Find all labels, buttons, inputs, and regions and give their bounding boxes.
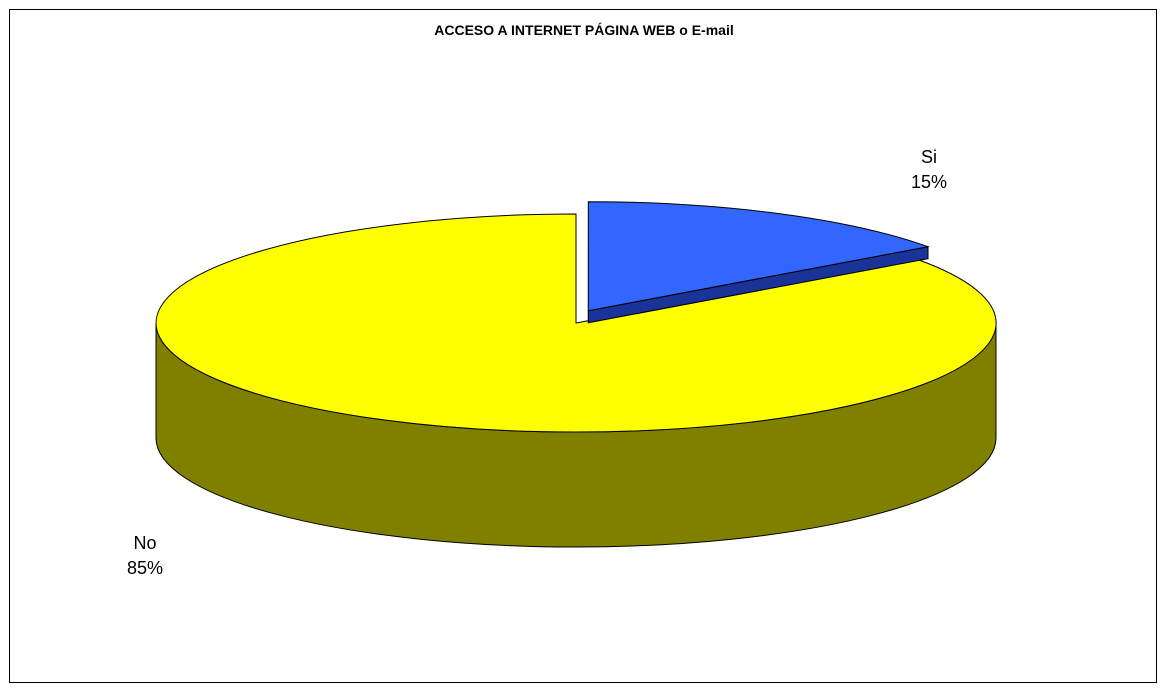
- slice-si: [587, 201, 930, 312]
- slice-label-no: No 85%: [105, 531, 185, 581]
- slice-label-no-value: 85%: [126, 558, 164, 578]
- slice-label-si: Si 15%: [889, 145, 969, 195]
- slice-label-no-name: No: [133, 533, 157, 553]
- chart-title: ACCESO A INTERNET PÁGINA WEB o E-mail: [434, 22, 734, 38]
- slice-label-si-value: 15%: [910, 172, 948, 192]
- slice-no: [155, 213, 997, 433]
- slice-label-si-name: Si: [920, 147, 937, 167]
